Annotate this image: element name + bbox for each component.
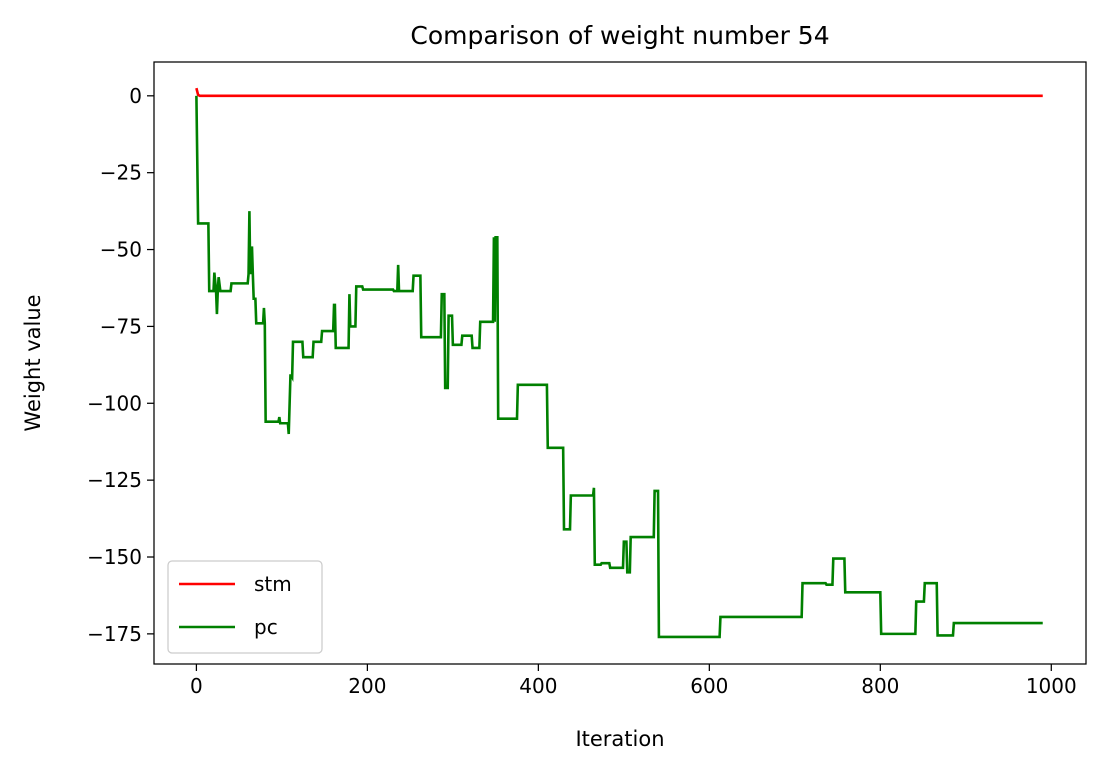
- y-tick-label: −175: [87, 622, 142, 646]
- x-tick-label: 400: [519, 674, 557, 698]
- series-line-stm: [195, 87, 1043, 98]
- legend-label-pc: pc: [254, 615, 278, 639]
- y-tick-label: −150: [87, 545, 142, 569]
- x-tick-label: 0: [190, 674, 203, 698]
- y-tick-label: −50: [100, 238, 142, 262]
- legend-box: [167, 560, 323, 654]
- plot-frame: [153, 61, 1087, 665]
- x-tick-label: 1000: [1026, 674, 1077, 698]
- legend-label-stm: stm: [254, 572, 292, 596]
- series-line-pc: [195, 95, 1043, 639]
- y-axis-label: Weight value: [21, 294, 45, 431]
- x-axis-label: Iteration: [575, 727, 664, 751]
- chart-legend: stm pc: [167, 560, 323, 654]
- x-tick-label: 600: [690, 674, 728, 698]
- y-tick-label: −25: [100, 161, 142, 185]
- x-tick-label: 800: [861, 674, 899, 698]
- chart-title: Comparison of weight number 54: [410, 21, 829, 50]
- y-tick-label: −100: [87, 391, 142, 415]
- y-tick-label: −125: [87, 468, 142, 492]
- y-tick-label: −75: [100, 314, 142, 338]
- y-tick-label: 0: [129, 84, 142, 108]
- x-tick-label: 200: [348, 674, 386, 698]
